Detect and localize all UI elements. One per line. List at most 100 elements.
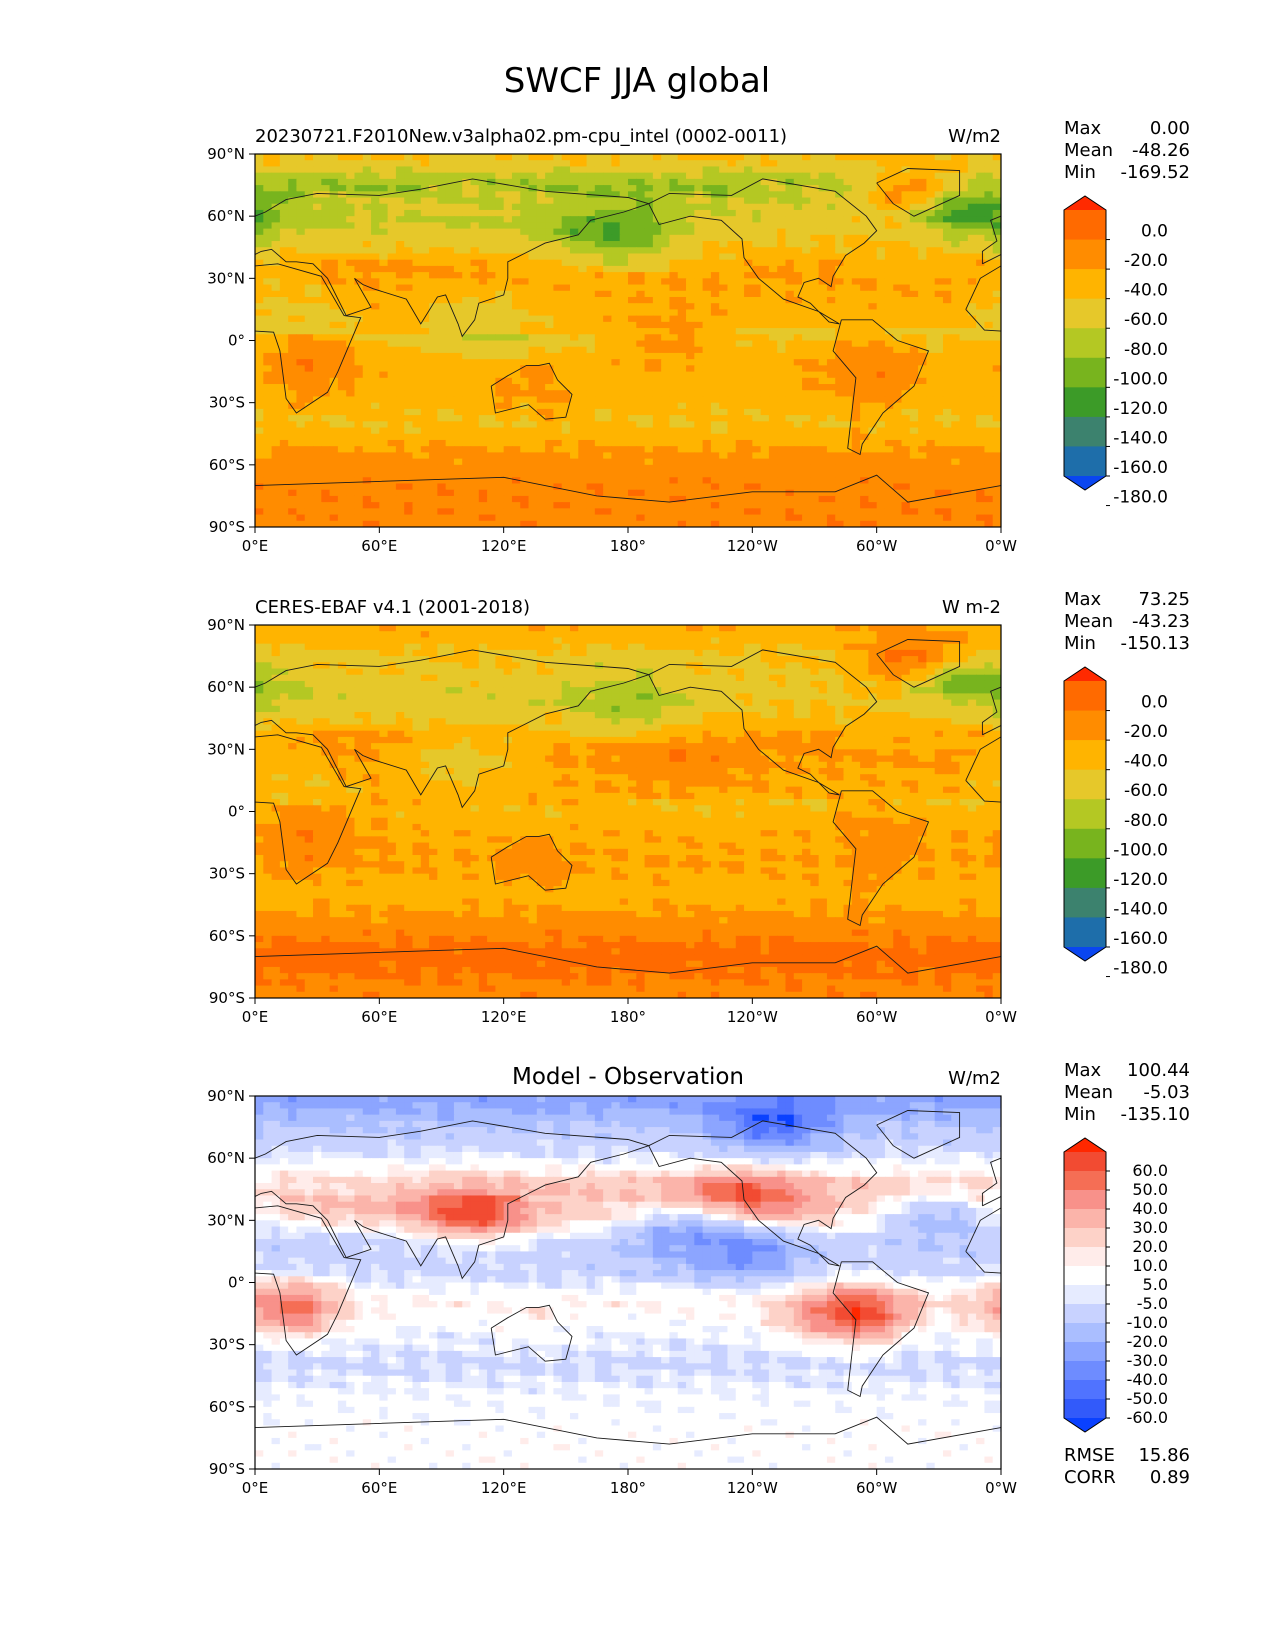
heatmap-cell [445, 172, 455, 180]
heatmap-cell [279, 408, 289, 416]
heatmap-cell [636, 458, 646, 466]
heatmap-cell [860, 234, 869, 242]
heatmap-cell [379, 203, 389, 211]
heatmap-cell [909, 427, 919, 435]
heatmap-cell [669, 477, 679, 485]
heatmap-cell [636, 222, 646, 230]
heatmap-cell [321, 178, 331, 186]
heatmap-cell [851, 203, 861, 211]
heatmap-cell [569, 446, 579, 453]
heatmap-cell [826, 234, 836, 242]
heatmap-cell [876, 303, 886, 311]
heatmap-cell [760, 178, 770, 186]
heatmap-cell [362, 471, 372, 478]
heatmap-cell [337, 446, 347, 453]
heatmap-cell [412, 154, 422, 161]
heatmap-cell [669, 222, 679, 230]
heatmap-cell [478, 160, 488, 168]
heatmap-cell [487, 340, 496, 348]
heatmap-cell [785, 384, 795, 391]
heatmap-cell [337, 185, 347, 192]
heatmap-cell [470, 340, 480, 348]
heatmap-cell [768, 315, 778, 323]
heatmap-cell [909, 334, 919, 342]
heatmap-cell [876, 166, 886, 174]
heatmap-cell [495, 328, 505, 335]
heatmap-cell [304, 172, 314, 180]
heatmap-cell [976, 340, 986, 348]
heatmap-cell [520, 328, 530, 335]
heatmap-cell [395, 284, 405, 292]
heatmap-cell [628, 197, 637, 205]
heatmap-cell [487, 390, 496, 398]
heatmap-cell [702, 328, 712, 335]
heatmap-cell [686, 402, 695, 410]
heatmap-cell [578, 359, 588, 366]
heatmap-cell [329, 328, 339, 335]
heatmap-cell [395, 321, 405, 329]
heatmap-cell [860, 346, 869, 354]
heatmap-cell [686, 359, 695, 366]
heatmap-cell [727, 160, 737, 168]
heatmap-cell [561, 495, 571, 503]
heatmap-cell [951, 290, 961, 298]
heatmap-cell [362, 359, 372, 366]
heatmap-cell [545, 216, 554, 223]
heatmap-cell [445, 259, 455, 267]
heatmap-cell [495, 359, 505, 366]
heatmap-cell [810, 234, 820, 242]
heatmap-cell [404, 290, 414, 298]
heatmap-cell [329, 421, 339, 429]
heatmap-cell [437, 247, 447, 255]
heatmap-cell [818, 446, 828, 453]
heatmap-cell [959, 160, 969, 168]
heatmap-cell [860, 228, 869, 236]
heatmap-cell [412, 222, 422, 230]
heatmap-cell [255, 166, 264, 174]
heatmap-cell [677, 334, 687, 342]
heatmap-cell [628, 402, 637, 410]
heatmap-cell [545, 396, 554, 404]
heatmap-cell [636, 446, 646, 453]
heatmap-cell [843, 421, 853, 429]
heatmap-cell [652, 340, 662, 348]
heatmap-cell [636, 471, 646, 478]
heatmap-cell [429, 483, 438, 491]
heatmap-cell [321, 439, 331, 447]
heatmap-cell [478, 402, 488, 410]
heatmap-cell [686, 265, 695, 273]
heatmap-cell [586, 278, 596, 286]
heatmap-cell [288, 340, 298, 348]
heatmap-cell [835, 197, 845, 205]
heatmap-cell [271, 402, 281, 410]
heatmap-cell [768, 439, 778, 447]
heatmap-cell [661, 408, 671, 416]
heatmap-cell [628, 259, 637, 267]
heatmap-cell [453, 166, 463, 174]
heatmap-cell [379, 377, 389, 385]
heatmap-cell [752, 346, 762, 354]
heatmap-cell [942, 209, 952, 217]
heatmap-cell [644, 203, 654, 211]
heatmap-cell [942, 483, 952, 491]
heatmap-cell [951, 309, 961, 317]
heatmap-cell [279, 340, 289, 348]
heatmap-cell [727, 272, 737, 279]
heatmap-cell [271, 303, 281, 311]
heatmap-cell [942, 365, 952, 373]
heatmap-cell [901, 365, 911, 373]
heatmap-cell [628, 477, 637, 485]
heatmap-cell [677, 259, 687, 267]
heatmap-cell [329, 172, 339, 180]
heatmap-cell [545, 315, 554, 323]
heatmap-cell [545, 452, 554, 460]
heatmap-cell [545, 203, 554, 211]
heatmap-cell [934, 228, 944, 236]
heatmap-cell [371, 402, 380, 410]
heatmap-cell [934, 427, 944, 435]
heatmap-cell [487, 296, 496, 304]
heatmap-cell [628, 166, 637, 174]
heatmap-cell [752, 477, 762, 485]
heatmap-cell [686, 178, 695, 186]
heatmap-cell [536, 359, 546, 366]
